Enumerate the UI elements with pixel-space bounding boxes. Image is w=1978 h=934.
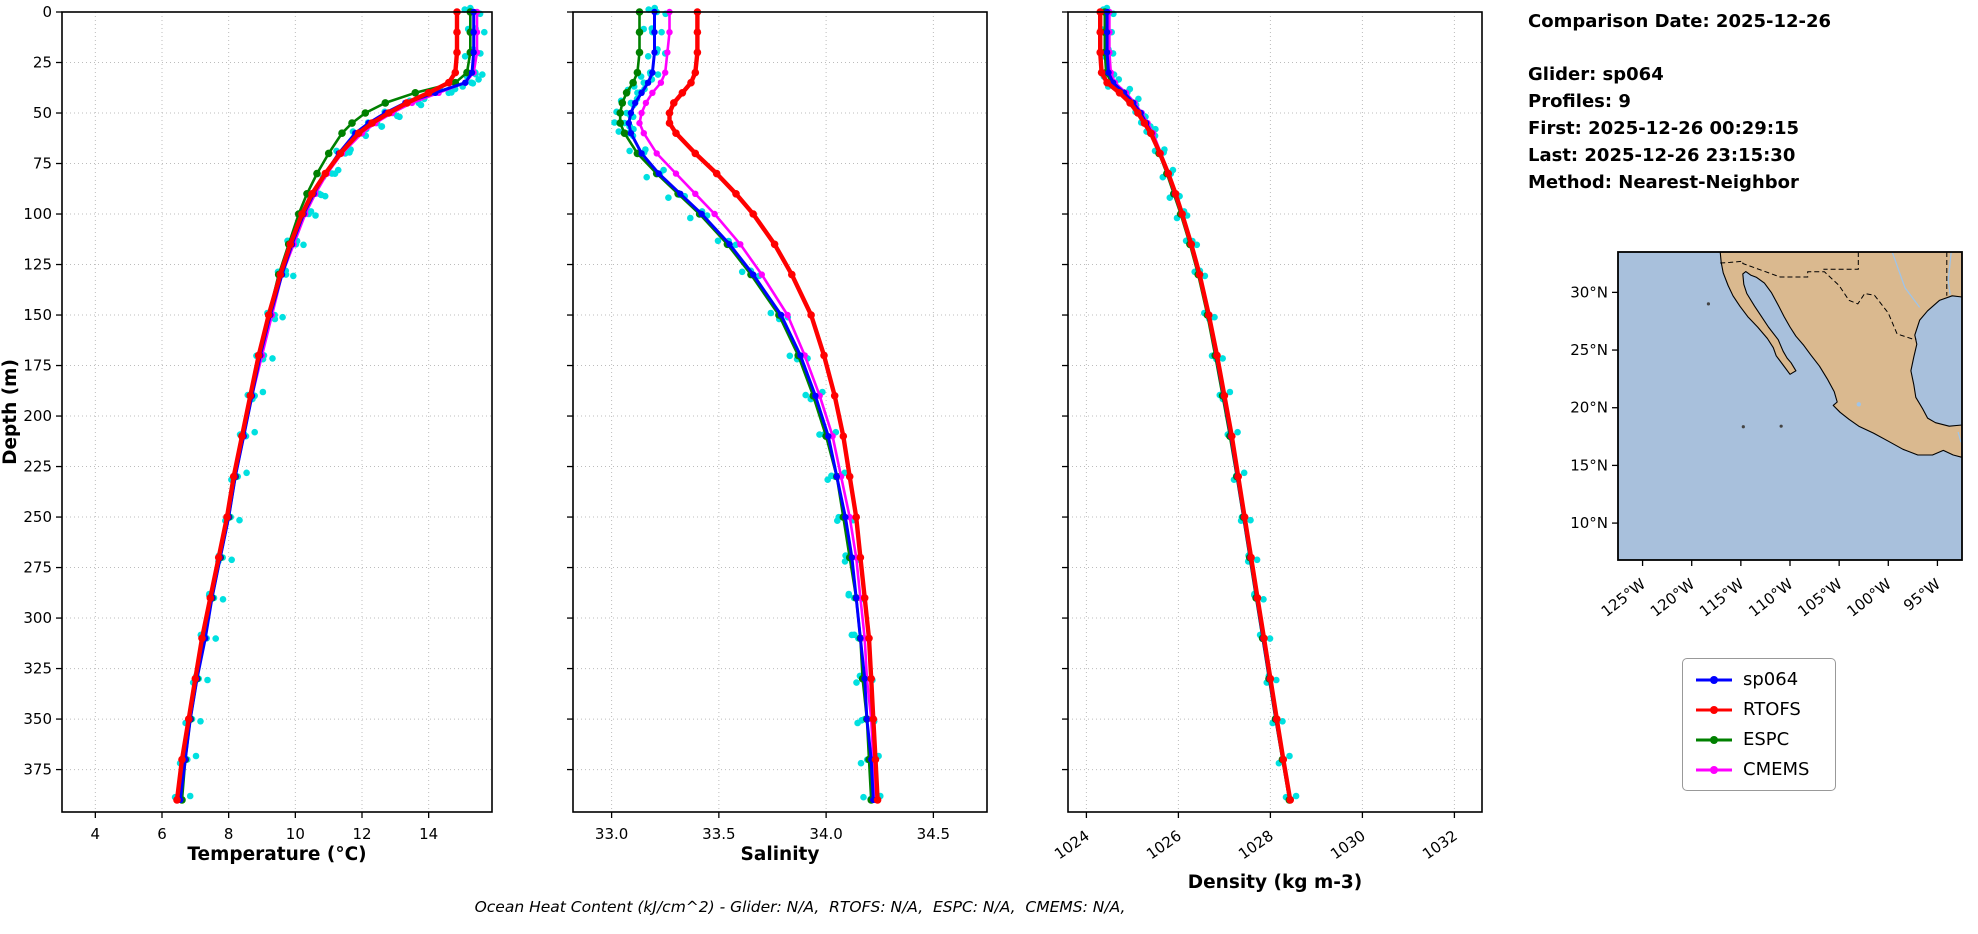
legend-item-cmems: CMEMS (1695, 759, 1809, 780)
svg-text:200: 200 (23, 407, 52, 425)
profiles-count-text: Profiles: 9 (1528, 91, 1631, 112)
svg-text:Salinity: Salinity (741, 844, 820, 865)
last-profile-time-text: Last: 2025-12-26 23:15:30 (1528, 145, 1796, 166)
svg-text:30°N: 30°N (1570, 283, 1608, 301)
svg-text:250: 250 (23, 508, 52, 526)
comparison-date-text: Comparison Date: 2025-12-26 (1528, 11, 1832, 32)
svg-text:175: 175 (23, 357, 52, 375)
svg-text:1026: 1026 (1143, 827, 1185, 864)
svg-text:6: 6 (157, 825, 167, 843)
first-profile-time-text: First: 2025-12-26 00:29:15 (1528, 118, 1800, 139)
svg-text:350: 350 (23, 710, 52, 728)
svg-text:300: 300 (23, 609, 52, 627)
salinity-depth-profile-chart: 33.0 33.5 34.0 34.5 Salinity (567, 4, 988, 865)
legend-line-marker-icon (1696, 735, 1732, 744)
svg-text:33.5: 33.5 (702, 825, 735, 843)
svg-text:Temperature (°C): Temperature (°C) (187, 844, 366, 865)
density-depth-profile-chart: 1024 1026 1028 1030 1032 Density (kg m-3) (1051, 4, 1483, 893)
ocean-heat-content-note: Ocean Heat Content (kJ/cm^2) - Glider: N… (474, 898, 1126, 916)
svg-text:125: 125 (23, 256, 52, 274)
svg-text:Density (kg m-3): Density (kg m-3) (1188, 872, 1363, 893)
svg-text:115°W: 115°W (1696, 575, 1747, 621)
info-spacer (1528, 35, 1831, 61)
svg-text:100: 100 (23, 205, 52, 223)
comparison-info-panel: Comparison Date: 2025-12-26 Glider: sp06… (1528, 8, 1831, 196)
svg-text:15°N: 15°N (1570, 456, 1608, 474)
svg-text:14: 14 (419, 825, 438, 843)
svg-text:4: 4 (91, 825, 101, 843)
svg-text:20°N: 20°N (1570, 399, 1608, 417)
legend-item-label: CMEMS (1743, 759, 1810, 780)
svg-text:105°W: 105°W (1794, 575, 1845, 621)
legend-item-label: ESPC (1743, 729, 1790, 750)
legend: sp064 RTOFS ESPC CMEMS (1682, 658, 1837, 791)
svg-text:25°N: 25°N (1570, 341, 1608, 359)
svg-text:10°N: 10°N (1570, 514, 1608, 532)
glider-name-text: Glider: sp064 (1528, 64, 1664, 85)
svg-text:325: 325 (23, 660, 52, 678)
location-map-container: 30°N 25°N 20°N 15°N 10°N 125°W 120°W 115°W 110°W… (1518, 222, 1978, 631)
svg-text:120°W: 120°W (1647, 575, 1698, 621)
svg-text:110°W: 110°W (1745, 575, 1796, 621)
legend-item-espc: ESPC (1695, 729, 1809, 750)
legend-line-marker-icon (1696, 765, 1732, 774)
svg-text:1030: 1030 (1327, 827, 1369, 864)
temperature-depth-profile-chart: 4 6 8 10 12 14 0 25 50 75 100 125 150 175 200 225 250 275… (0, 3, 493, 865)
svg-text:33.0: 33.0 (595, 825, 628, 843)
svg-text:95°W: 95°W (1900, 575, 1944, 615)
svg-text:0: 0 (42, 3, 52, 21)
svg-text:25: 25 (33, 54, 52, 72)
svg-text:Depth (m): Depth (m) (0, 359, 21, 465)
svg-text:1024: 1024 (1051, 827, 1093, 864)
svg-text:8: 8 (224, 825, 234, 843)
legend-line-marker-icon (1696, 705, 1732, 714)
legend-line-marker-icon (1696, 675, 1732, 684)
svg-text:1028: 1028 (1235, 827, 1277, 864)
svg-text:150: 150 (23, 306, 52, 324)
legend-item-sp064: sp064 (1695, 669, 1809, 690)
legend-item-label: RTOFS (1743, 699, 1801, 720)
svg-text:34.0: 34.0 (809, 825, 842, 843)
method-text: Method: Nearest-Neighbor (1528, 172, 1799, 193)
legend-item-label: sp064 (1743, 669, 1799, 690)
svg-text:34.5: 34.5 (917, 825, 950, 843)
svg-text:375: 375 (23, 761, 52, 779)
legend-item-rtofs: RTOFS (1695, 699, 1809, 720)
svg-text:1032: 1032 (1419, 827, 1461, 864)
svg-text:100°W: 100°W (1844, 575, 1895, 621)
location-map: 30°N 25°N 20°N 15°N 10°N 125°W120°W115°W110°W… (1570, 251, 1963, 621)
svg-text:50: 50 (33, 104, 52, 122)
svg-text:225: 225 (23, 458, 52, 476)
svg-text:125°W: 125°W (1598, 575, 1649, 621)
svg-text:10: 10 (286, 825, 305, 843)
svg-text:275: 275 (23, 559, 52, 577)
svg-text:75: 75 (33, 155, 52, 173)
svg-text:12: 12 (352, 825, 371, 843)
